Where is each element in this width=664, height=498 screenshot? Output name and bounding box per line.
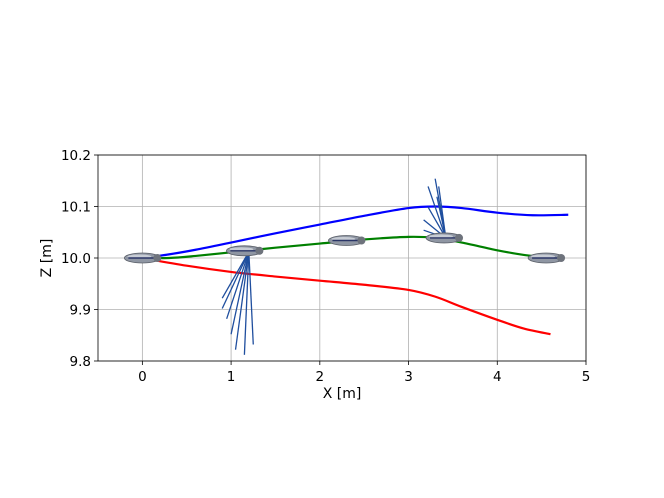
- force-vector-line: [234, 251, 250, 350]
- x-tick-label: 1: [227, 369, 236, 385]
- x-tick-label: 4: [493, 369, 502, 385]
- force-vector-line: [221, 251, 250, 309]
- y-tick-label: 10.0: [61, 251, 91, 267]
- vehicle-marker: [527, 252, 566, 264]
- force-vectors: [221, 178, 447, 355]
- y-tick-label: 9.9: [70, 303, 91, 319]
- ticks: 0 1 2 3 4 5 9.8 9.9 10.0 10.1 10.2: [61, 148, 590, 385]
- vehicle-nose: [557, 254, 566, 262]
- vehicle-marker: [123, 252, 162, 264]
- vehicle-nose: [153, 254, 162, 262]
- force-vector-line: [248, 251, 254, 345]
- force-vector-line: [427, 186, 447, 239]
- force-vector-line: [243, 251, 250, 355]
- vehicle-nose: [255, 246, 264, 255]
- vehicle-marker: [328, 235, 366, 246]
- vehicle-marker: [225, 245, 264, 257]
- vehicle-marker: [425, 232, 464, 244]
- vehicle-nose: [357, 236, 366, 245]
- force-vector-line: [434, 178, 447, 239]
- trajectory-line-3: [142, 256, 551, 336]
- y-tick-label: 10.2: [61, 148, 91, 164]
- y-tick-label: 9.8: [70, 354, 91, 370]
- series-group: [142, 205, 569, 336]
- trajectory-line-1: [142, 205, 569, 260]
- force-vector-line: [230, 251, 250, 335]
- x-tick-label: 0: [138, 369, 147, 385]
- x-axis-label: X [m]: [323, 386, 362, 402]
- force-vector-line: [226, 251, 250, 319]
- vehicle-nose: [455, 233, 464, 242]
- x-tick-label: 2: [316, 369, 325, 385]
- y-axis-label: Z [m]: [39, 239, 55, 278]
- vehicle-markers: [123, 232, 566, 264]
- x-tick-label: 3: [404, 369, 413, 385]
- force-vector-line: [221, 251, 250, 299]
- y-tick-label: 10.1: [61, 200, 91, 216]
- x-tick-label: 5: [582, 369, 591, 385]
